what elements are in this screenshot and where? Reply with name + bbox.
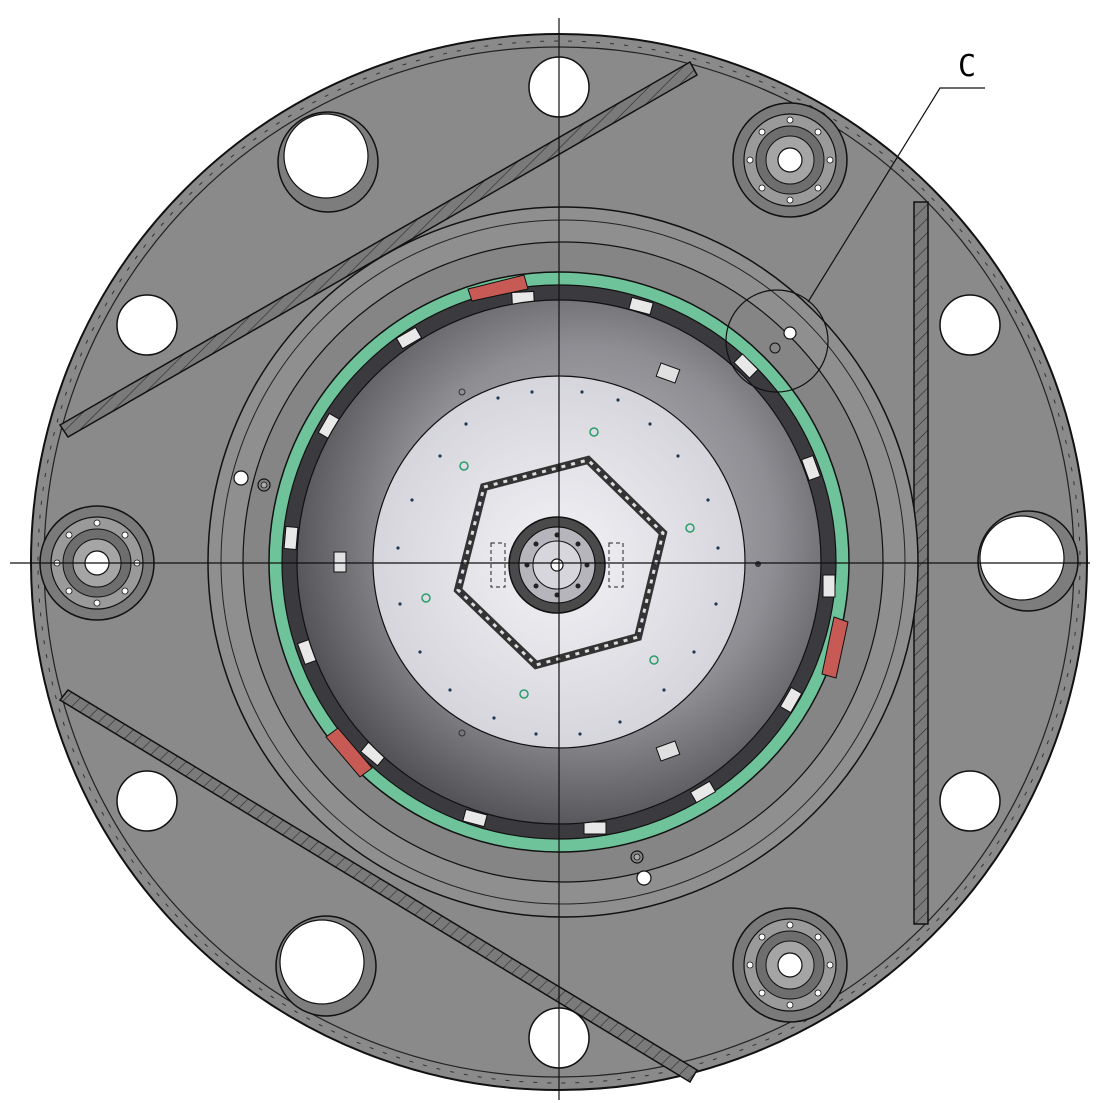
hole-right-large [977, 510, 1079, 612]
outer-rim-hatching [37, 40, 1081, 1084]
bowl-brackets [333, 362, 681, 762]
red-segments [325, 274, 849, 778]
hole-left-upper [116, 294, 178, 356]
casing-fittings [233, 326, 797, 886]
leader-line [807, 87, 985, 303]
bearing-top-right [732, 102, 848, 218]
hole-left-lower [116, 770, 178, 832]
rib-bottom-left [58, 689, 699, 1084]
hole-right-upper [939, 294, 1001, 356]
hole-bottom-left-large [275, 915, 377, 1017]
red-segment-right [821, 616, 849, 679]
rib-top-left [58, 60, 699, 439]
callout-label: C [958, 49, 976, 84]
detail-callout: C [725, 49, 985, 393]
small-holes [116, 56, 1001, 1069]
central-hub [490, 516, 624, 614]
centerlines [10, 18, 1090, 1100]
large-holes [275, 111, 1079, 1017]
detail-circle [725, 289, 829, 393]
hexagon-frame [453, 455, 668, 670]
bearing-bottom-right [732, 907, 848, 1023]
hole-right-lower [939, 770, 1001, 832]
green-marker-holes [421, 427, 695, 699]
red-segment-top [467, 274, 529, 302]
red-segment-bottom-left [325, 727, 373, 778]
hole-top-left-large [277, 111, 379, 213]
